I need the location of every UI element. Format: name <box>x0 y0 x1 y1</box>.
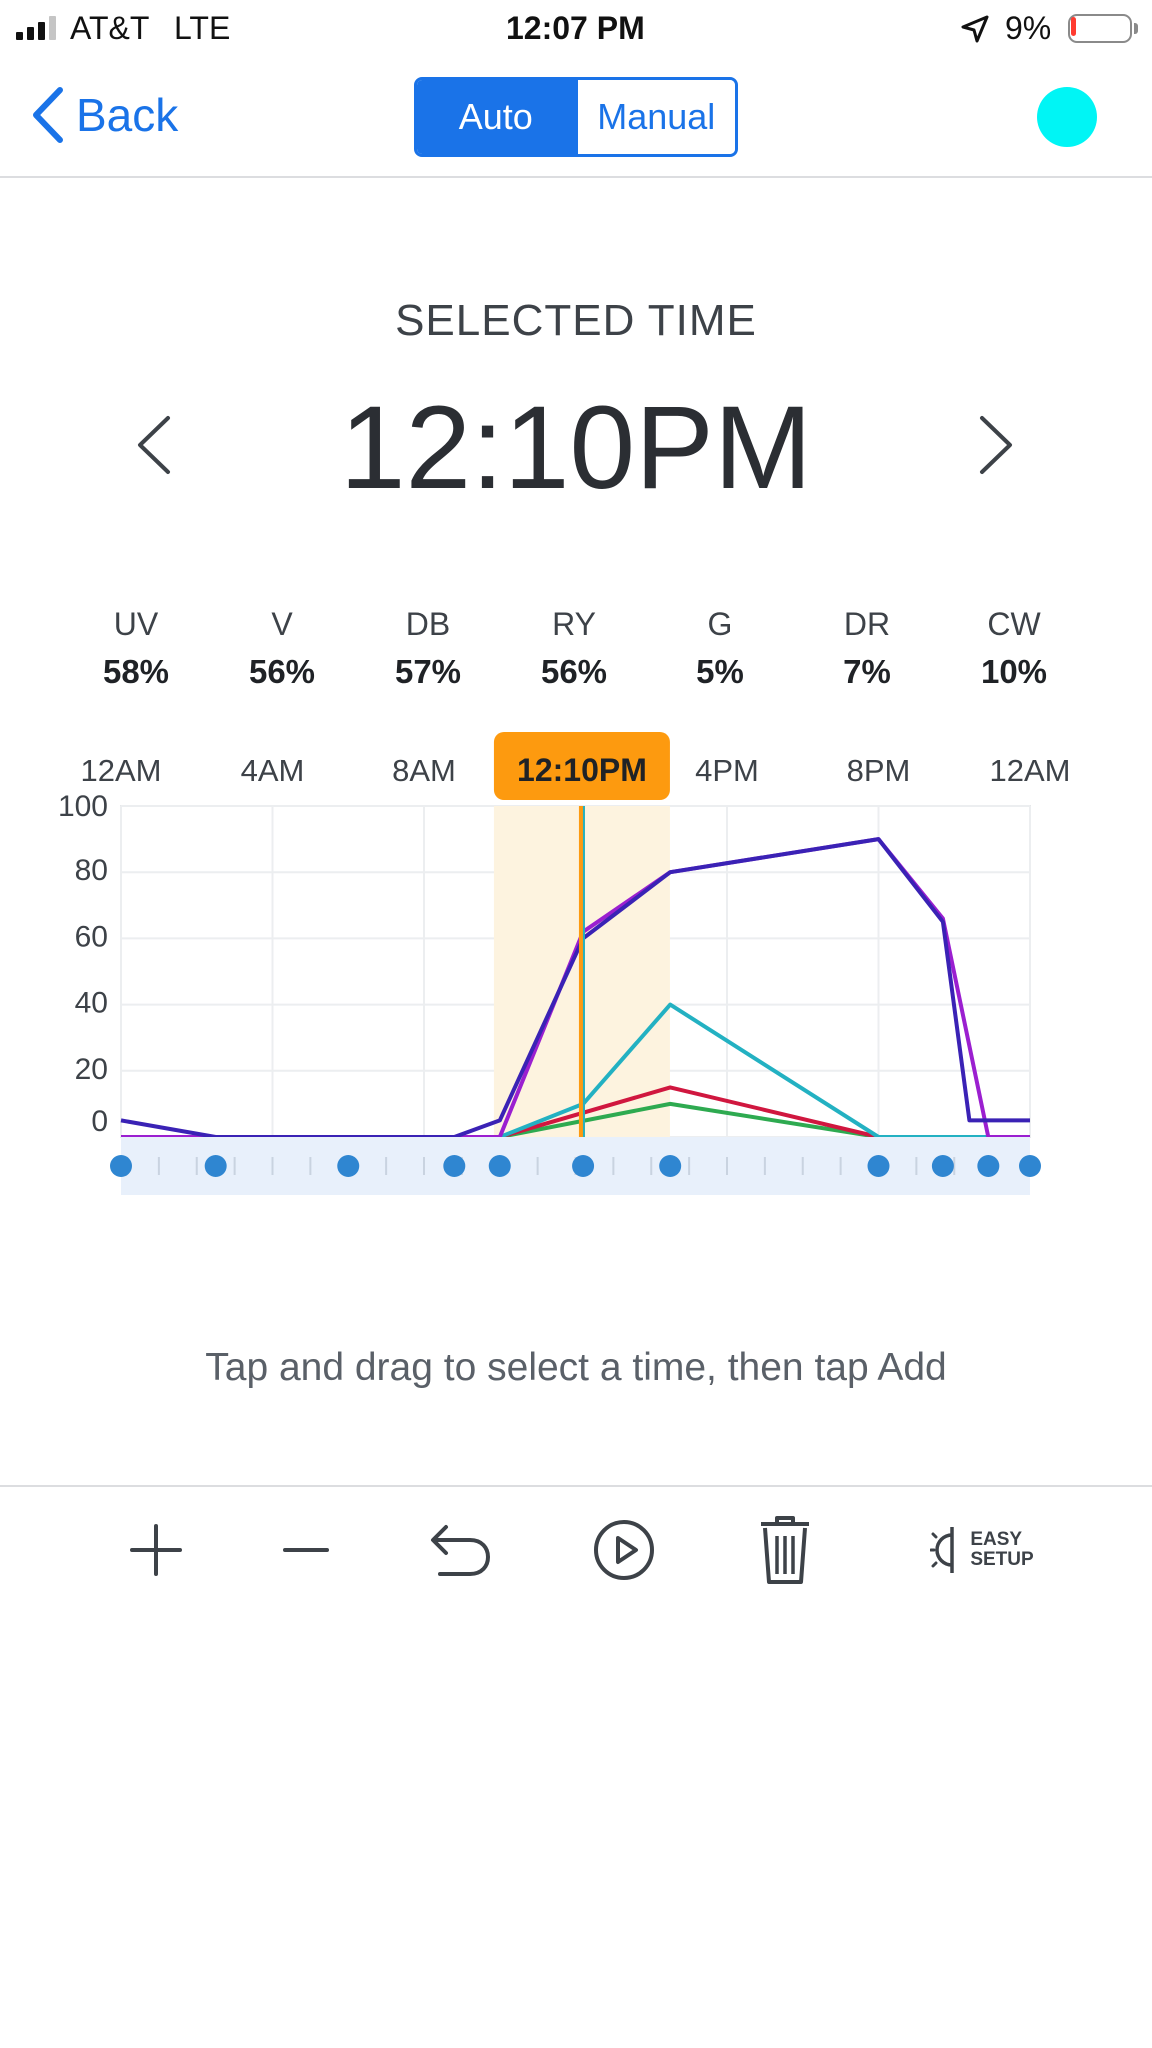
manual-mode-tab[interactable]: Manual <box>574 80 735 154</box>
location-arrow-icon <box>961 15 989 43</box>
light-bulb-icon <box>930 1527 955 1573</box>
channel-name: RY <box>552 606 596 642</box>
channel-v: V 56% <box>207 606 357 691</box>
battery-level <box>1071 17 1076 36</box>
keyframe-dot[interactable] <box>337 1155 360 1177</box>
keyframe-dot[interactable] <box>110 1155 132 1177</box>
channel-db: DB 57% <box>353 606 503 691</box>
chevron-left-icon <box>33 87 63 143</box>
channel-value: 5% <box>696 653 744 690</box>
easy-setup-line1: EASY <box>970 1529 1023 1550</box>
battery-icon <box>1068 14 1132 43</box>
trash-icon <box>761 1516 809 1584</box>
device-status-dot[interactable] <box>1037 87 1097 147</box>
channel-value: 58% <box>102 653 170 690</box>
clock: 12:07 PM <box>506 10 645 46</box>
play-button[interactable] <box>574 1508 674 1592</box>
selected-time-value: 12:10PM <box>339 382 813 514</box>
easy-setup-label: EASY SETUP <box>970 1530 1033 1570</box>
keyframe-dot[interactable] <box>443 1155 466 1177</box>
chevron-right-icon <box>980 416 1012 474</box>
selected-time-tick-label: 12:10PM <box>517 752 647 788</box>
keyframe-dot[interactable] <box>1019 1155 1041 1177</box>
x-tick-label: 4AM <box>241 753 305 788</box>
mode-toggle: Auto Manual <box>414 77 738 157</box>
carrier-name: AT&T <box>70 10 150 46</box>
channel-cw: CW 10% <box>939 606 1089 691</box>
keyframe-dot[interactable] <box>931 1155 954 1177</box>
auto-mode-tab[interactable]: Auto <box>417 80 575 154</box>
battery-percent: 9% <box>1005 10 1052 46</box>
channel-name: CW <box>987 606 1041 642</box>
previous-time-button[interactable] <box>134 414 174 481</box>
toolbar-divider <box>0 1485 1152 1487</box>
channel-value: 57% <box>394 653 462 690</box>
easy-setup-line2: SETUP <box>970 1549 1034 1570</box>
remove-button[interactable] <box>256 1508 356 1592</box>
chevron-left-icon <box>138 416 170 474</box>
x-tick-label: 12AM <box>990 753 1071 788</box>
channel-dr: DR 7% <box>792 606 942 691</box>
play-circle-icon <box>594 1520 654 1580</box>
back-label: Back <box>76 89 179 141</box>
hint-text: Tap and drag to select a time, then tap … <box>205 1346 947 1389</box>
channel-ry: RY 56% <box>499 606 649 691</box>
x-tick-label: 4PM <box>695 753 759 788</box>
y-tick-label: 20 <box>75 1053 108 1086</box>
easy-setup-button[interactable]: EASY SETUP <box>912 1508 1052 1592</box>
channel-name: DB <box>405 606 451 642</box>
undo-icon <box>431 1525 491 1576</box>
channel-value: 7% <box>843 653 891 690</box>
y-tick-label: 60 <box>75 920 108 953</box>
keyframe-dot[interactable] <box>659 1155 682 1177</box>
keyframe-dot[interactable] <box>204 1155 227 1177</box>
keyframe-dot[interactable] <box>572 1155 595 1177</box>
undo-button[interactable] <box>410 1508 510 1592</box>
channel-name: UV <box>113 606 159 642</box>
delete-button[interactable] <box>735 1508 835 1592</box>
channel-name: V <box>271 606 293 642</box>
channel-name: G <box>707 606 733 642</box>
back-button[interactable]: Back <box>30 86 178 144</box>
keyframe-dot[interactable] <box>488 1155 511 1177</box>
keyframe-dot[interactable] <box>977 1155 1000 1177</box>
status-bar: AT&T LTE 12:07 PM 9% <box>0 0 1152 58</box>
channel-value: 56% <box>248 653 316 690</box>
add-button[interactable] <box>106 1508 206 1592</box>
x-tick-label: 12AM <box>81 753 162 788</box>
channel-value: 10% <box>980 653 1048 690</box>
next-time-button[interactable] <box>976 414 1016 481</box>
network-type: LTE <box>174 10 231 46</box>
y-tick-label: 100 <box>58 790 108 823</box>
y-tick-label: 0 <box>91 1105 108 1138</box>
channel-uv: UV 58% <box>61 606 211 691</box>
channel-g: G 5% <box>645 606 795 691</box>
keyframe-dot[interactable] <box>867 1155 890 1177</box>
y-tick-label: 40 <box>75 987 108 1020</box>
x-tick-label: 8PM <box>847 753 911 788</box>
channel-name: DR <box>843 606 891 642</box>
selected-time-label: SELECTED TIME <box>395 296 757 345</box>
navigation-bar: Back Auto Manual <box>0 58 1152 178</box>
y-tick-label: 80 <box>75 854 108 887</box>
channel-value: 56% <box>540 653 608 690</box>
battery-nub <box>1134 23 1138 34</box>
plus-icon <box>130 1524 182 1576</box>
minus-icon <box>283 1548 329 1552</box>
x-tick-label: 8AM <box>392 753 456 788</box>
selected-time-pill <box>493 732 670 800</box>
cellular-signal-icon <box>16 16 56 40</box>
